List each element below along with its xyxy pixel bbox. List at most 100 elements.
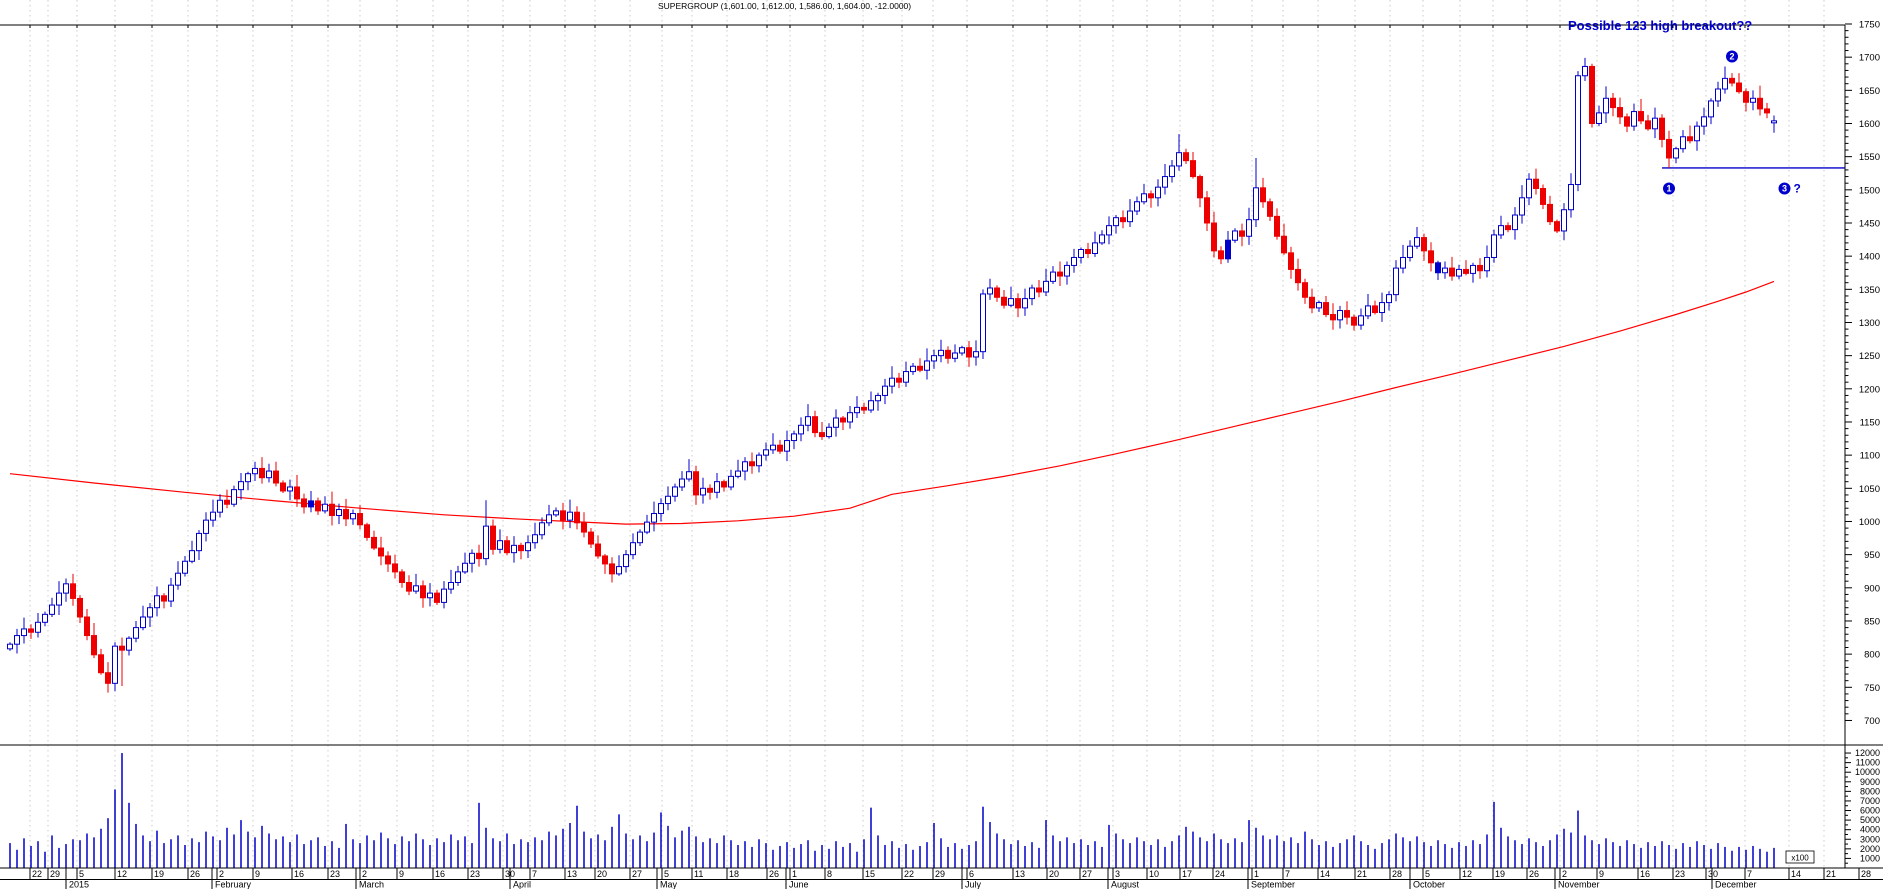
svg-text:13: 13 — [567, 869, 577, 879]
svg-text:19: 19 — [154, 869, 164, 879]
svg-text:?: ? — [1794, 181, 1801, 195]
svg-text:1000: 1000 — [1860, 853, 1880, 863]
svg-text:1: 1 — [1666, 184, 1671, 194]
svg-text:1150: 1150 — [1860, 417, 1880, 428]
svg-text:14: 14 — [1320, 869, 1330, 879]
svg-text:5: 5 — [664, 869, 669, 879]
svg-text:23: 23 — [470, 869, 480, 879]
breakout-annotation-text: Possible 123 high breakout?? — [1568, 18, 1753, 33]
svg-text:March: March — [359, 880, 384, 889]
svg-text:6000: 6000 — [1860, 806, 1880, 816]
svg-text:May: May — [660, 880, 678, 889]
svg-text:900: 900 — [1864, 583, 1880, 594]
svg-text:2000: 2000 — [1860, 844, 1880, 854]
svg-text:28: 28 — [1392, 869, 1402, 879]
svg-text:July: July — [965, 880, 982, 889]
svg-text:10: 10 — [1149, 869, 1159, 879]
svg-text:850: 850 — [1864, 616, 1880, 627]
svg-text:November: November — [1558, 880, 1600, 889]
svg-text:1: 1 — [792, 869, 797, 879]
svg-text:15: 15 — [865, 869, 875, 879]
svg-text:5000: 5000 — [1860, 815, 1880, 825]
svg-text:8000: 8000 — [1860, 786, 1880, 796]
svg-text:28: 28 — [1861, 869, 1871, 879]
svg-text:1200: 1200 — [1859, 384, 1880, 395]
svg-text:1350: 1350 — [1859, 285, 1880, 296]
svg-text:16: 16 — [435, 869, 445, 879]
svg-text:26: 26 — [1529, 869, 1539, 879]
svg-text:2015: 2015 — [69, 880, 89, 889]
svg-text:27: 27 — [1082, 869, 1092, 879]
svg-text:24: 24 — [1215, 869, 1225, 879]
svg-text:800: 800 — [1864, 650, 1880, 661]
svg-text:23: 23 — [1675, 869, 1685, 879]
svg-text:7000: 7000 — [1860, 796, 1880, 806]
svg-text:26: 26 — [769, 869, 779, 879]
svg-text:December: December — [1715, 880, 1757, 889]
svg-text:2: 2 — [362, 869, 367, 879]
svg-text:1: 1 — [1254, 869, 1259, 879]
svg-text:3000: 3000 — [1860, 834, 1880, 844]
svg-text:6: 6 — [969, 869, 974, 879]
svg-text:October: October — [1413, 880, 1445, 889]
chart-title: SUPERGROUP (1,601.00, 1,612.00, 1,586.00… — [658, 1, 912, 11]
svg-text:16: 16 — [294, 869, 304, 879]
svg-text:26: 26 — [190, 869, 200, 879]
svg-text:20: 20 — [1049, 869, 1059, 879]
svg-text:3: 3 — [1115, 869, 1120, 879]
svg-text:29: 29 — [935, 869, 945, 879]
svg-text:9: 9 — [399, 869, 404, 879]
svg-text:750: 750 — [1864, 683, 1880, 694]
svg-text:9000: 9000 — [1860, 777, 1880, 787]
svg-text:20: 20 — [597, 869, 607, 879]
svg-text:1100: 1100 — [1860, 451, 1880, 462]
svg-text:3: 3 — [1782, 184, 1787, 194]
svg-text:1450: 1450 — [1859, 218, 1880, 229]
svg-text:5: 5 — [79, 869, 84, 879]
svg-text:5: 5 — [1425, 869, 1430, 879]
svg-text:4000: 4000 — [1860, 825, 1880, 835]
svg-text:2: 2 — [1729, 52, 1734, 62]
svg-text:1600: 1600 — [1859, 119, 1880, 130]
svg-text:10000: 10000 — [1855, 767, 1880, 777]
svg-text:27: 27 — [632, 869, 642, 879]
svg-text:1650: 1650 — [1859, 86, 1880, 97]
svg-text:22: 22 — [32, 869, 42, 879]
svg-text:12: 12 — [117, 869, 127, 879]
svg-text:June: June — [789, 880, 809, 889]
svg-text:16: 16 — [1640, 869, 1650, 879]
svg-text:9: 9 — [1599, 869, 1604, 879]
svg-text:700: 700 — [1864, 716, 1880, 727]
svg-text:February: February — [215, 880, 252, 889]
svg-text:1300: 1300 — [1859, 318, 1880, 329]
svg-text:1050: 1050 — [1859, 484, 1880, 495]
svg-text:11000: 11000 — [1856, 758, 1880, 768]
svg-text:13: 13 — [1015, 869, 1025, 879]
svg-text:14: 14 — [1791, 869, 1801, 879]
svg-text:8: 8 — [827, 869, 832, 879]
svg-text:7: 7 — [1747, 869, 1752, 879]
svg-text:21: 21 — [1357, 869, 1367, 879]
svg-text:18: 18 — [729, 869, 739, 879]
svg-text:23: 23 — [330, 869, 340, 879]
svg-text:September: September — [1251, 880, 1295, 889]
svg-text:29: 29 — [50, 869, 60, 879]
svg-text:12: 12 — [1462, 869, 1472, 879]
svg-text:August: August — [1111, 880, 1140, 889]
svg-text:1700: 1700 — [1859, 53, 1880, 64]
svg-text:21: 21 — [1826, 869, 1836, 879]
svg-text:1400: 1400 — [1859, 252, 1880, 263]
svg-text:7: 7 — [532, 869, 537, 879]
svg-text:19: 19 — [1495, 869, 1505, 879]
svg-text:11: 11 — [694, 869, 703, 879]
svg-text:April: April — [513, 880, 531, 889]
svg-text:1750: 1750 — [1859, 20, 1880, 31]
svg-text:1250: 1250 — [1859, 351, 1880, 362]
svg-text:1000: 1000 — [1859, 517, 1880, 528]
svg-text:1550: 1550 — [1859, 152, 1880, 163]
svg-text:950: 950 — [1864, 550, 1880, 561]
svg-text:1500: 1500 — [1859, 185, 1880, 196]
svg-text:x100: x100 — [1791, 854, 1809, 863]
